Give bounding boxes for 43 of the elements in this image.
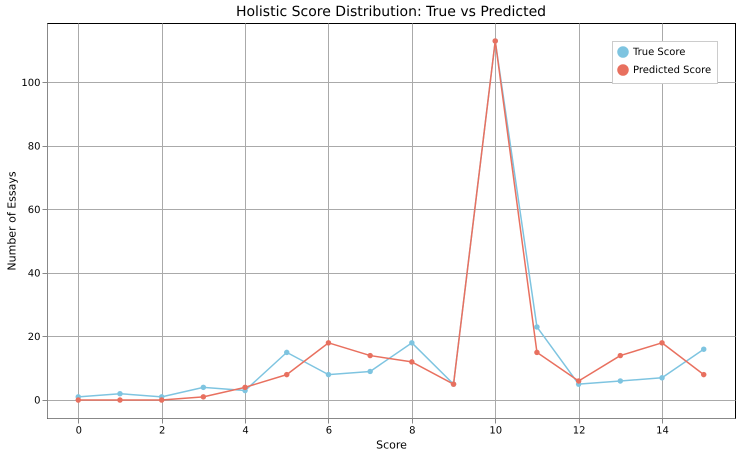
point bbox=[618, 352, 624, 358]
point bbox=[367, 352, 373, 358]
point bbox=[659, 375, 665, 381]
x-tick-label: 4 bbox=[242, 426, 249, 436]
point bbox=[200, 384, 206, 390]
x-tick-label: 2 bbox=[158, 426, 166, 436]
legend-label: True Score bbox=[632, 47, 686, 58]
point bbox=[367, 368, 373, 374]
y-tick-label: 100 bbox=[21, 78, 40, 89]
point bbox=[242, 384, 248, 390]
point bbox=[284, 372, 290, 378]
point bbox=[576, 378, 582, 384]
y-tick-label: 60 bbox=[28, 204, 40, 216]
legend-label: Predicted Score bbox=[633, 65, 712, 76]
point bbox=[326, 340, 332, 346]
point bbox=[409, 359, 415, 365]
y-tick-label: 20 bbox=[28, 332, 40, 343]
point bbox=[200, 394, 206, 400]
y-tick-label: 40 bbox=[28, 268, 40, 280]
point bbox=[700, 372, 706, 378]
x-tick-label: 8 bbox=[409, 426, 416, 436]
point bbox=[117, 397, 123, 403]
point bbox=[700, 346, 706, 352]
y-tick-label: 0 bbox=[34, 396, 40, 407]
point bbox=[409, 340, 415, 346]
x-tick-label: 0 bbox=[76, 426, 82, 436]
point bbox=[158, 397, 164, 403]
point bbox=[659, 340, 665, 346]
x-tick-label: 14 bbox=[656, 426, 669, 436]
point bbox=[284, 350, 290, 356]
x-tick-label: 12 bbox=[572, 426, 586, 436]
x-axis-title: Score bbox=[376, 438, 408, 452]
point bbox=[534, 324, 540, 330]
point bbox=[534, 350, 540, 356]
point bbox=[117, 390, 123, 396]
y-tick-label: 80 bbox=[28, 141, 40, 152]
y-axis-title: Number of Essays bbox=[5, 171, 18, 271]
x-tick-label: 6 bbox=[326, 426, 332, 436]
chart-title: Holistic Score Distribution: True vs Predicted bbox=[236, 4, 546, 20]
point bbox=[326, 372, 332, 378]
x-tick-label: 10 bbox=[489, 426, 502, 436]
point bbox=[618, 378, 624, 384]
point bbox=[76, 397, 82, 403]
